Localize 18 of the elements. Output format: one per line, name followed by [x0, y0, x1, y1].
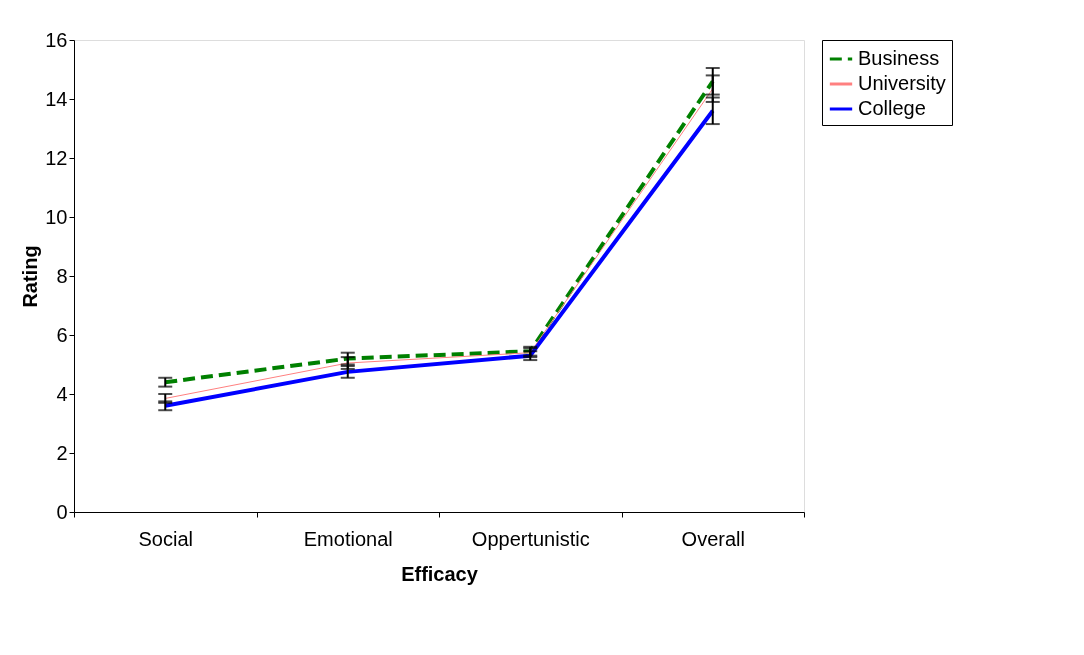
x-tick-label: Oppertunistic: [471, 527, 590, 550]
y-tick-label: 2: [56, 441, 68, 464]
legend-label: University: [858, 72, 946, 94]
y-tick-label: 4: [56, 382, 68, 405]
x-axis-title: Efficacy: [401, 562, 479, 585]
x-tick-label: Overall: [681, 527, 745, 550]
legend-label: College: [858, 97, 926, 119]
y-tick-label: 8: [56, 264, 68, 287]
y-tick-label: 6: [56, 323, 68, 346]
y-tick-label: 14: [45, 87, 68, 110]
legend-label: Business: [858, 47, 940, 69]
x-tick-label: Social: [138, 527, 193, 550]
y-tick-label: 10: [45, 205, 68, 228]
y-axis-title: Rating: [19, 245, 42, 308]
x-tick-label: Emotional: [303, 527, 393, 550]
y-tick-label: 0: [56, 500, 68, 523]
y-tick-label: 12: [45, 146, 68, 169]
y-tick-label: 16: [45, 28, 68, 51]
